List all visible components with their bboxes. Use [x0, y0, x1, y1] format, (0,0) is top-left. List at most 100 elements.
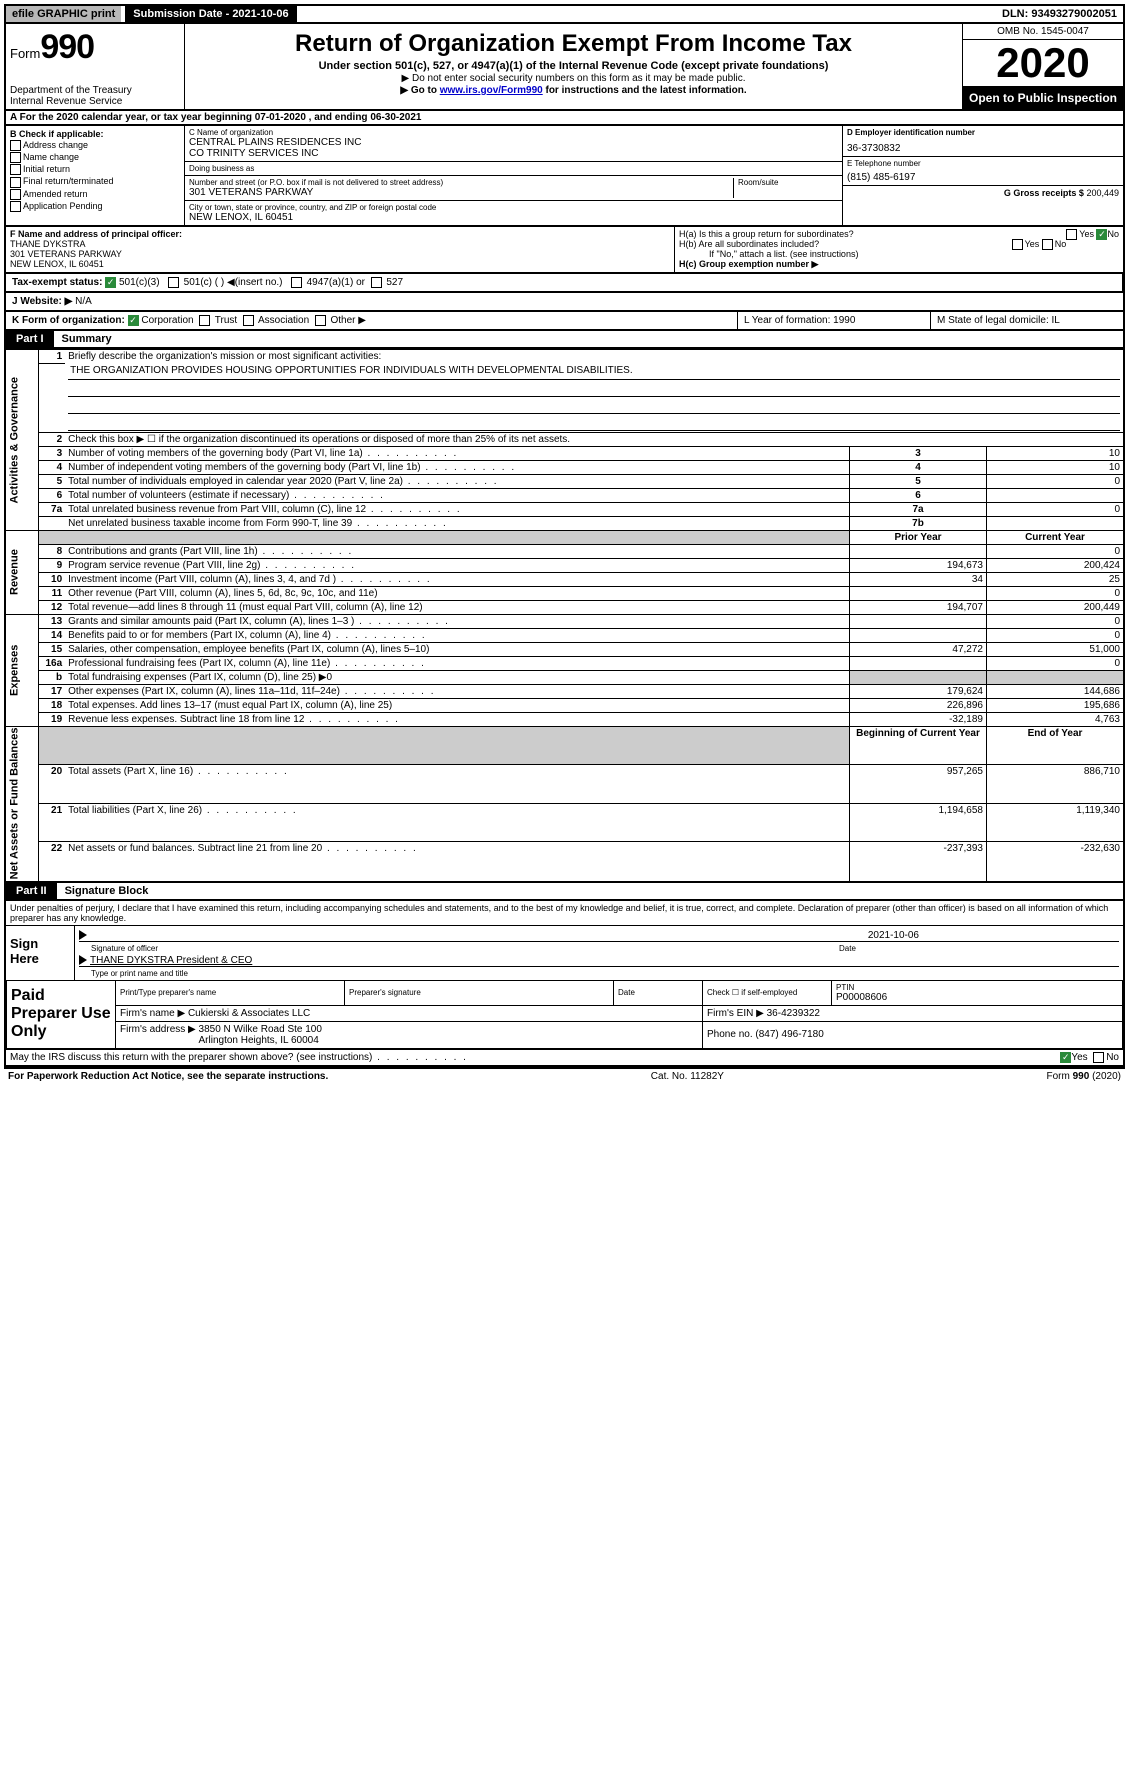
top-left: efile GRAPHIC print Submission Date - 20… [6, 6, 297, 22]
officer-name: THANE DYKSTRA [10, 239, 670, 249]
self-employed: Check ☐ if self-employed [703, 980, 832, 1005]
h-b: H(b) Are all subordinates included? Yes … [679, 239, 1119, 249]
desc: Number of independent voting members of … [65, 460, 849, 474]
efile-link[interactable]: efile GRAPHIC print [6, 6, 121, 22]
hdr-prior: Prior Year [850, 530, 987, 544]
side-revenue: Revenue [5, 530, 39, 614]
q2-desc: Check this box ▶ ☐ if the organization d… [65, 432, 1124, 446]
tel: (815) 485-6197 [847, 172, 1119, 183]
subtitle: Under section 501(c), 527, or 4947(a)(1)… [191, 60, 956, 72]
line-num: 10 [39, 572, 66, 586]
table-row: 4Number of independent voting members of… [5, 460, 1124, 474]
chk-address[interactable]: Address change [10, 140, 180, 151]
line-num: 9 [39, 558, 66, 572]
part-1-header: Part I Summary [4, 331, 1125, 349]
sign-date: 2021-10-06 [868, 930, 919, 941]
mission-blank [68, 399, 1120, 414]
table-row: 3Number of voting members of the governi… [5, 446, 1124, 460]
table-row: 19Revenue less expenses. Subtract line 1… [5, 712, 1124, 726]
prep-date-hdr: Date [614, 980, 703, 1005]
footer-right: Form 990 (2020) [1047, 1071, 1122, 1082]
current: 0 [987, 544, 1125, 558]
desc: Total number of volunteers (estimate if … [65, 488, 849, 502]
prep-name-hdr: Print/Type preparer's name [116, 980, 345, 1005]
desc: Contributions and grants (Part VIII, lin… [65, 544, 849, 558]
footer-left: For Paperwork Reduction Act Notice, see … [8, 1071, 328, 1082]
irs-link[interactable]: www.irs.gov/Form990 [440, 85, 543, 96]
lbl: Date [618, 988, 698, 997]
table-row: 21Total liabilities (Part X, line 26)1,1… [5, 803, 1124, 841]
website-lbl: J Website: ▶ [12, 296, 72, 307]
val: 0 [987, 502, 1125, 516]
top-bar: efile GRAPHIC print Submission Date - 20… [4, 4, 1125, 24]
desc: Revenue less expenses. Subtract line 18 … [65, 712, 849, 726]
current: 51,000 [987, 642, 1125, 656]
box: 3 [850, 446, 987, 460]
firm-name: Cukierski & Associates LLC [188, 1008, 310, 1019]
current: 0 [987, 586, 1125, 600]
group-return: H(a) Is this a group return for subordin… [674, 227, 1123, 272]
firm-addr-cell: Firm's address ▶ 3850 N Wilke Road Ste 1… [116, 1021, 703, 1048]
table-row: 14Benefits paid to or for members (Part … [5, 628, 1124, 642]
tax-year: 2020 [963, 40, 1123, 87]
lbl: G Gross receipts $ [1004, 188, 1084, 198]
org-name-cell: C Name of organization CENTRAL PLAINS RE… [185, 126, 842, 162]
table-row: 20Total assets (Part X, line 16)957,2658… [5, 765, 1124, 803]
chk-label: Amended return [23, 189, 88, 199]
note-2: ▶ Go to www.irs.gov/Form990 for instruct… [191, 85, 956, 96]
firm-name-cell: Firm's name ▶ Cukierski & Associates LLC [116, 1005, 703, 1021]
prior [850, 586, 987, 600]
checkmark-icon: ✓ [105, 277, 116, 288]
opt-corp: Corporation [141, 315, 193, 326]
firm-addr: 3850 N Wilke Road Ste 100 Arlington Heig… [199, 1024, 322, 1046]
firm-phone-cell: Phone no. (847) 496-7180 [703, 1021, 1123, 1048]
address: 301 VETERANS PARKWAY [189, 187, 733, 198]
side-expenses: Expenses [5, 614, 39, 726]
dln: DLN: 93493279002051 [996, 6, 1123, 22]
table-row: 10Investment income (Part VIII, column (… [5, 572, 1124, 586]
line-num: 7a [39, 502, 66, 516]
prior: 957,265 [850, 765, 987, 803]
lbl: Phone no. [707, 1029, 753, 1040]
submission-date: Submission Date - 2021-10-06 [125, 6, 296, 22]
val: 10 [987, 460, 1125, 474]
h-a-text: H(a) Is this a group return for subordin… [679, 229, 854, 239]
desc: Program service revenue (Part VIII, line… [65, 558, 849, 572]
line-num: b [39, 670, 66, 684]
table-row: 8Contributions and grants (Part VIII, li… [5, 544, 1124, 558]
line-num: 12 [39, 600, 66, 614]
box: 7a [850, 502, 987, 516]
summary-table: Activities & Governance 1 Briefly descri… [4, 349, 1125, 882]
prior [850, 670, 987, 684]
page-footer: For Paperwork Reduction Act Notice, see … [4, 1067, 1125, 1084]
ein: 36-3730832 [847, 143, 1119, 154]
date-lbl: Date [839, 944, 1119, 953]
lbl: Tax-exempt status: [12, 277, 102, 288]
opt-other: Other ▶ [330, 315, 365, 326]
line-num: 4 [39, 460, 66, 474]
current: 25 [987, 572, 1125, 586]
form-title: Return of Organization Exempt From Incom… [191, 30, 956, 58]
prior: 194,673 [850, 558, 987, 572]
prior [850, 628, 987, 642]
current: 886,710 [987, 765, 1125, 803]
line-num: 3 [39, 446, 66, 460]
prior: 1,194,658 [850, 803, 987, 841]
room-lbl: Room/suite [738, 178, 838, 187]
line-num: 19 [39, 712, 66, 726]
gross-receipts: 200,449 [1086, 188, 1119, 198]
lbl: Doing business as [189, 164, 838, 173]
chk-initial[interactable]: Initial return [10, 164, 180, 175]
val: 10 [987, 446, 1125, 460]
arrow-icon [79, 930, 87, 940]
part-2-title: Signature Block [57, 883, 157, 899]
chk-final[interactable]: Final return/terminated [10, 176, 180, 187]
current: 144,686 [987, 684, 1125, 698]
sig-line-1: 2021-10-06 [79, 930, 1119, 942]
line-num: 13 [39, 614, 66, 628]
chk-pending[interactable]: Application Pending [10, 201, 180, 212]
table-row: bTotal fundraising expenses (Part IX, co… [5, 670, 1124, 684]
h-b-note: If "No," attach a list. (see instruction… [679, 249, 1119, 259]
chk-amended[interactable]: Amended return [10, 189, 180, 200]
chk-name[interactable]: Name change [10, 152, 180, 163]
